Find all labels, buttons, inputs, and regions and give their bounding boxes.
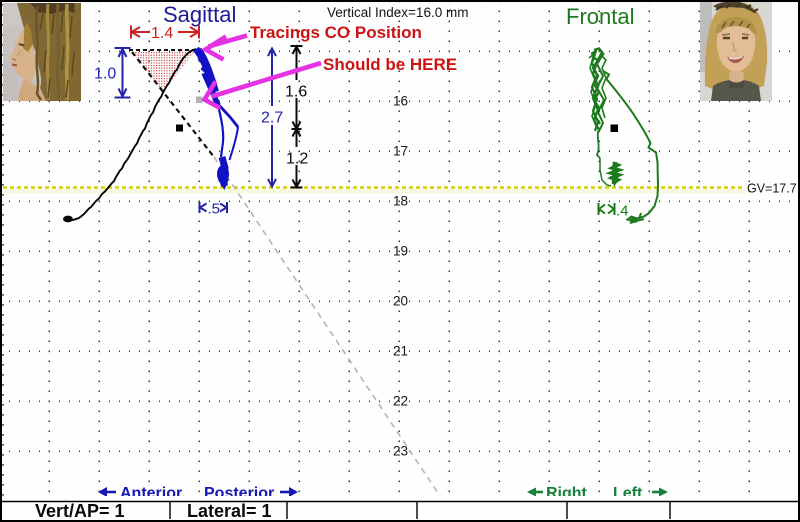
svg-text:Frontal: Frontal [566, 4, 634, 29]
svg-text:GV=17.7: GV=17.7 [747, 182, 797, 196]
svg-text:Tracings CO Position: Tracings CO Position [250, 23, 422, 42]
svg-text:Vert/AP= 1: Vert/AP= 1 [35, 501, 125, 521]
svg-text:1.2: 1.2 [286, 151, 308, 168]
svg-text:1.0: 1.0 [94, 66, 116, 83]
svg-text:.5: .5 [208, 201, 221, 218]
svg-text:Sagittal: Sagittal [163, 2, 236, 27]
svg-text:Lateral= 1: Lateral= 1 [187, 501, 272, 521]
svg-text:22: 22 [393, 394, 408, 409]
svg-text:Vertical Index=16.0 mm: Vertical Index=16.0 mm [327, 5, 468, 20]
svg-text:17: 17 [393, 144, 408, 159]
svg-text:23: 23 [393, 444, 408, 459]
svg-text:16: 16 [393, 94, 408, 109]
svg-text:19: 19 [393, 244, 408, 259]
svg-text:21: 21 [393, 344, 408, 359]
svg-text:Should be HERE: Should be HERE [323, 55, 457, 74]
svg-text:1.4: 1.4 [151, 25, 173, 42]
svg-text:18: 18 [393, 194, 408, 209]
svg-text:2.7: 2.7 [261, 110, 283, 127]
svg-text:.4: .4 [616, 203, 629, 220]
svg-text:1.6: 1.6 [285, 84, 307, 101]
svg-text:20: 20 [393, 294, 408, 309]
